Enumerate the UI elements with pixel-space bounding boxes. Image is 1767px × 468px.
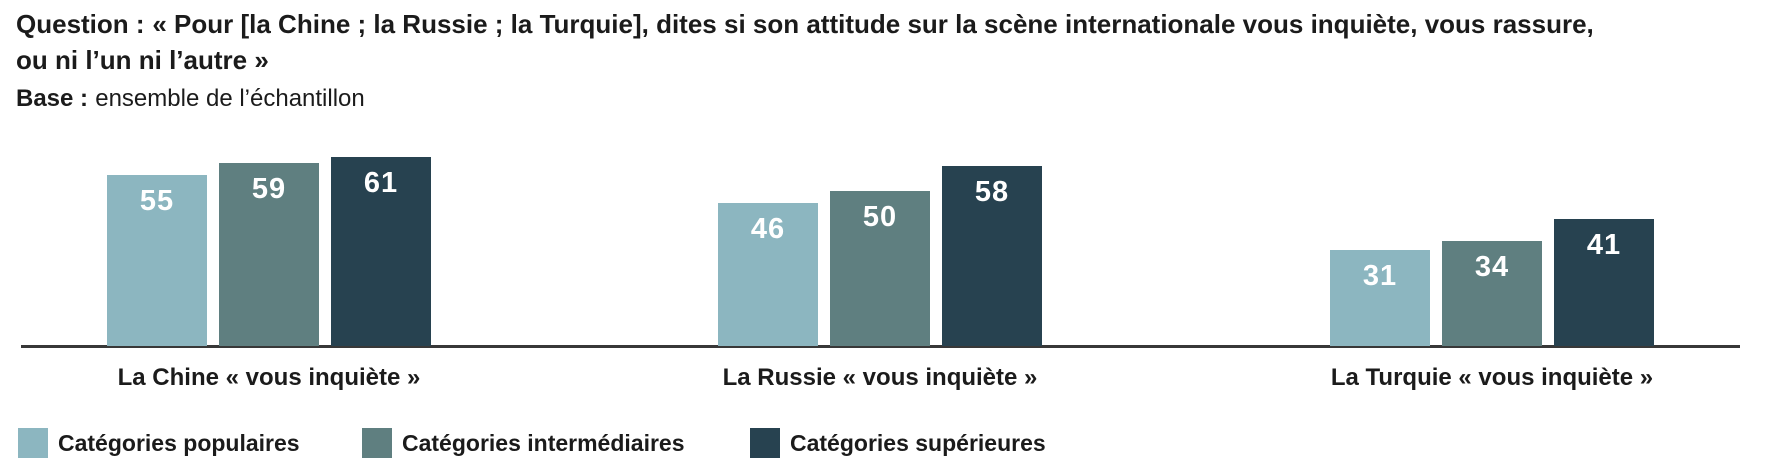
base-label: Base : <box>16 85 89 112</box>
bar: 34 <box>1442 241 1542 346</box>
legend-label-superieures: Catégories supérieures <box>790 429 1046 456</box>
bar-value-label: 55 <box>139 185 175 217</box>
base-text: ensemble de l’échantillon <box>95 85 365 112</box>
legend-label-intermediaires: Catégories intermédiaires <box>402 429 685 456</box>
bar-value-label: 46 <box>750 213 786 245</box>
bar-group: 55 59 61 <box>107 130 431 346</box>
bar: 55 <box>107 175 207 346</box>
bar-value-label: 50 <box>862 201 898 233</box>
x-axis-line <box>21 345 1740 348</box>
bar-group: 46 50 58 <box>718 130 1042 346</box>
legend-swatch-populaires <box>18 428 48 458</box>
bar: 61 <box>331 157 431 346</box>
bar-value-label: 41 <box>1586 229 1622 261</box>
question-line-2: ou ni l’un ni l’autre » <box>16 45 269 75</box>
bar: 31 <box>1330 250 1430 346</box>
legend-item-superieures: Catégories supérieures <box>750 428 1046 458</box>
bar-value-label: 34 <box>1474 251 1510 283</box>
question-label: Question : <box>16 9 145 39</box>
legend-swatch-superieures <box>750 428 780 458</box>
legend-label-populaires: Catégories populaires <box>58 429 300 456</box>
bar: 58 <box>942 166 1042 346</box>
group-label: La Turquie « vous inquiète » <box>1330 364 1654 391</box>
legend-item-intermediaires: Catégories intermédiaires <box>362 428 685 458</box>
bar-chart: 55 59 61 La Chine « vous inquiète » 46 50 58 La… <box>0 130 1767 410</box>
legend-item-populaires: Catégories populaires <box>18 428 300 458</box>
bar: 41 <box>1554 219 1654 346</box>
bar-value-label: 31 <box>1362 260 1398 292</box>
bar: 50 <box>830 191 930 346</box>
question-line-1: Question : « Pour [la Chine ; la Russie ;… <box>16 6 1756 42</box>
base-line: Base : ensemble de l’échantillon <box>16 84 1756 114</box>
chart-legend: Catégories populaires Catégories intermé… <box>0 428 1767 460</box>
group-label: La Russie « vous inquiète » <box>722 364 1038 391</box>
bar: 46 <box>718 203 818 346</box>
bar-value-label: 58 <box>974 176 1010 208</box>
bar: 59 <box>219 163 319 346</box>
bar-value-label: 61 <box>363 167 399 199</box>
bar-group: 31 34 41 <box>1330 130 1654 346</box>
legend-swatch-intermediaires <box>362 428 392 458</box>
group-label: La Chine « vous inquiète » <box>117 364 421 391</box>
bar-value-label: 59 <box>251 173 287 205</box>
header: Question : « Pour [la Chine ; la Russie ;… <box>16 6 1756 114</box>
question-text: « Pour [la Chine ; la Russie ; la Turqui… <box>152 9 1594 39</box>
